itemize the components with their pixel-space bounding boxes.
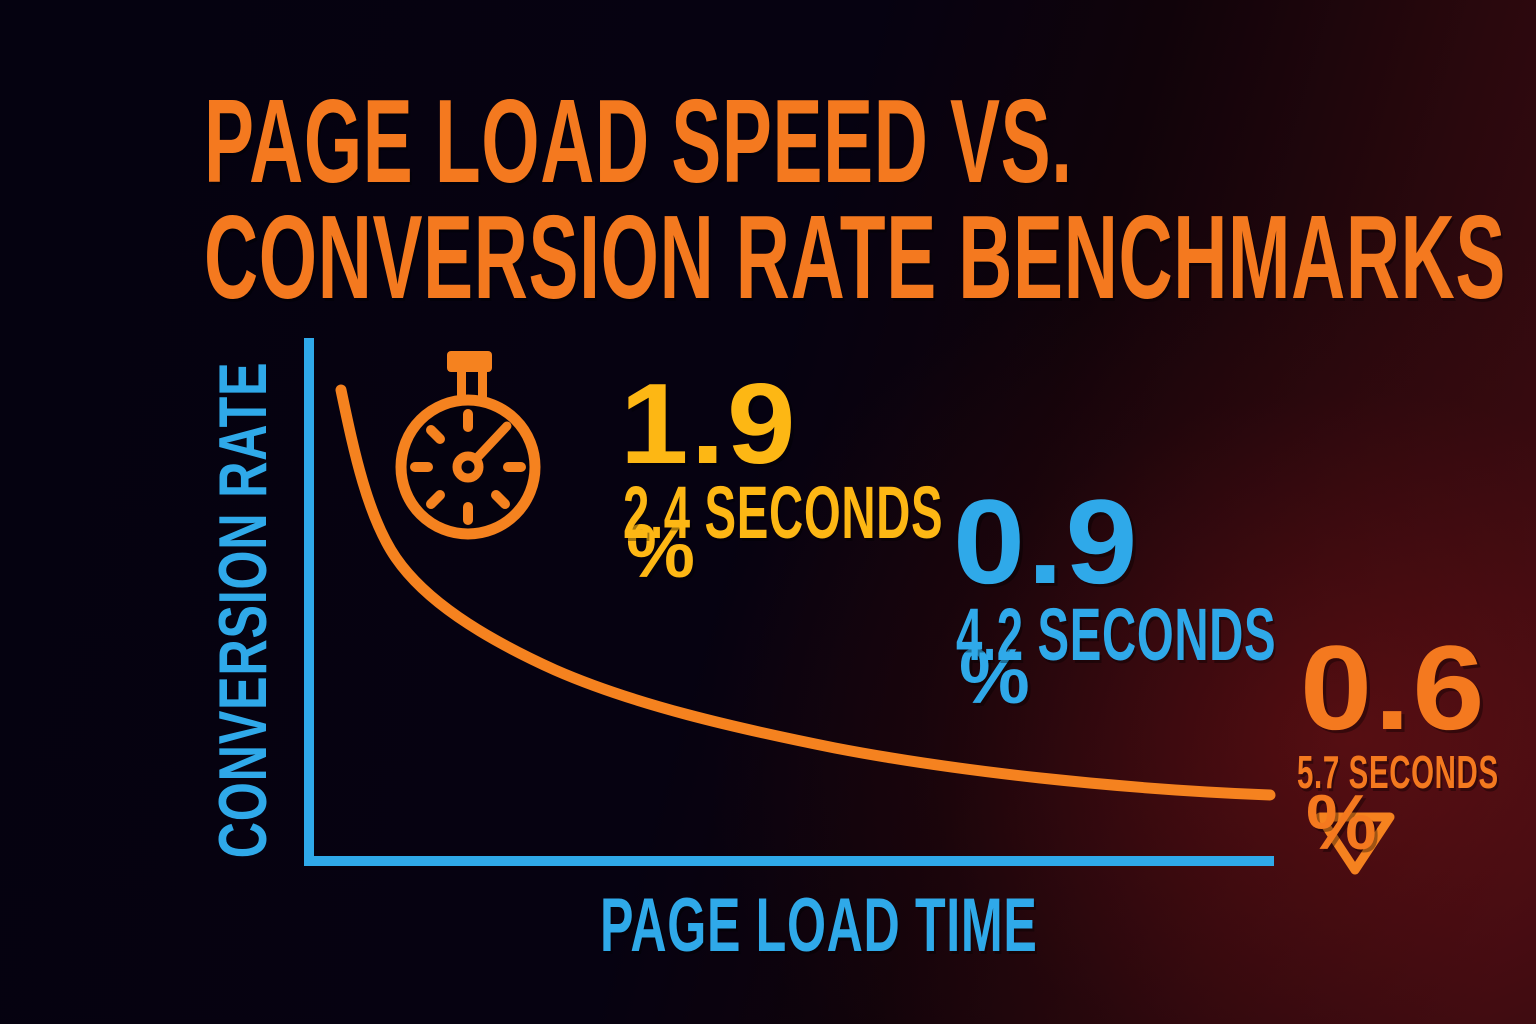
y-axis-line bbox=[304, 338, 314, 866]
load-time-text: 4.2 SECONDS bbox=[956, 593, 1277, 676]
title-line-2: CONVERSION RATE BENCHMARKS bbox=[204, 191, 1507, 324]
stopwatch-center bbox=[452, 451, 484, 483]
conversion-rate-value: 0.6% bbox=[1300, 628, 1484, 868]
stopwatch-stem-left bbox=[457, 370, 466, 398]
conversion-rate-value: 1.9% bbox=[620, 368, 795, 596]
load-time-value: 4.2 SECONDS bbox=[956, 598, 1456, 672]
load-time-text: 5.7 SECONDS bbox=[1297, 746, 1499, 798]
load-time-value: 5.7 SECONDS bbox=[1297, 749, 1536, 795]
load-time-text: 2.4 SECONDS bbox=[623, 471, 944, 554]
stopwatch-stem-right bbox=[478, 370, 487, 398]
x-axis-line bbox=[304, 856, 1274, 866]
rate-number: 0.9 bbox=[953, 475, 1140, 609]
stopwatch-button bbox=[447, 351, 492, 372]
rate-number: 0.6 bbox=[1300, 621, 1487, 755]
percent-sign: % bbox=[959, 632, 1030, 720]
stopwatch-ticks bbox=[410, 409, 526, 525]
x-axis-label-wrap: PAGE LOAD TIME bbox=[600, 882, 1263, 969]
x-axis-label: PAGE LOAD TIME bbox=[600, 883, 1038, 968]
percent-sign: % bbox=[1306, 778, 1377, 866]
conversion-rate-value: 0.9% bbox=[953, 482, 1137, 722]
conversion-decay-curve bbox=[335, 384, 1276, 801]
percent-sign: % bbox=[626, 509, 695, 594]
stopwatch-icon bbox=[395, 351, 541, 540]
load-time-value: 2.4 SECONDS bbox=[623, 476, 1123, 550]
rate-number: 1.9 bbox=[620, 361, 798, 488]
down-triangle-icon bbox=[1315, 812, 1395, 875]
page-title: PAGE LOAD SPEED VS. CONVERSION RATE BENC… bbox=[204, 75, 1536, 324]
stopwatch-hand bbox=[471, 421, 512, 464]
title-line-1: PAGE LOAD SPEED VS. bbox=[204, 75, 1073, 208]
